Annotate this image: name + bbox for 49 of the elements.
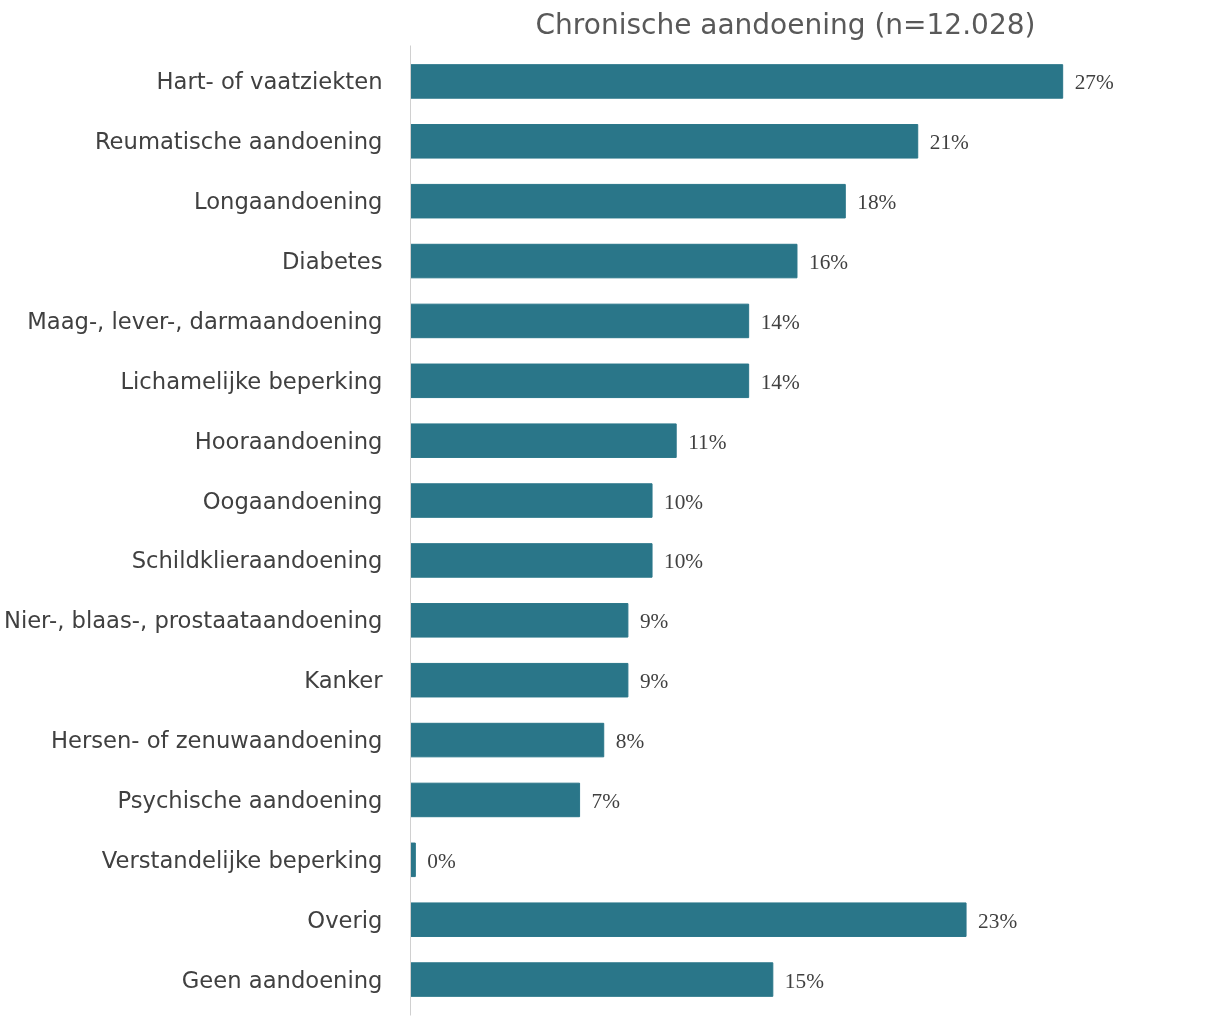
data-label: 10% xyxy=(664,549,704,574)
bar xyxy=(410,603,629,638)
bar xyxy=(410,662,629,698)
y-tick-label: Hart- of vaatziekten xyxy=(156,68,383,95)
bar xyxy=(410,303,750,339)
data-label: 9% xyxy=(639,669,669,694)
y-tick-label: Hooraandoening xyxy=(194,427,383,454)
data-label: 0% xyxy=(427,848,456,873)
data-label: 8% xyxy=(615,729,645,754)
data-label: 14% xyxy=(760,369,800,394)
y-tick-label: Overig xyxy=(307,906,383,933)
y-tick-label: Diabetes xyxy=(281,248,383,275)
bar xyxy=(410,543,653,578)
data-label: 15% xyxy=(784,968,825,993)
data-label: 21% xyxy=(929,130,970,155)
bar xyxy=(410,64,1064,99)
data-label: 7% xyxy=(591,788,621,813)
bar xyxy=(410,962,774,997)
y-tick-label: Lichamelijke beperking xyxy=(120,367,383,394)
bar xyxy=(410,124,919,159)
bar xyxy=(410,722,605,758)
data-label: 27% xyxy=(1074,70,1114,95)
y-tick-label: Oogaandoening xyxy=(202,487,383,514)
y-tick-label: Hersen- of zenuwaandoening xyxy=(50,727,383,754)
y-tick-label: Longaandoening xyxy=(193,188,383,215)
y-tick-label: Nier-, blaas-, prostaataandoening xyxy=(3,607,383,634)
y-tick-label: Schildklieraandoening xyxy=(131,547,383,574)
y-tick-label: Psychische aandoening xyxy=(117,786,383,813)
data-label: 9% xyxy=(639,609,669,634)
data-label: 16% xyxy=(808,250,849,275)
bar xyxy=(410,842,416,878)
y-tick-label: Geen aandoening xyxy=(181,966,383,993)
y-tick-label: Kanker xyxy=(304,667,384,694)
bar xyxy=(410,363,750,399)
data-label: 18% xyxy=(857,190,897,215)
y-tick-label: Reumatische aandoening xyxy=(94,128,383,155)
bar xyxy=(410,782,581,818)
bar xyxy=(410,902,967,937)
data-label: 23% xyxy=(978,908,1018,933)
bar xyxy=(410,183,846,219)
y-tick-label: Maag-, lever-, darmaandoening xyxy=(27,307,383,334)
chart-title: Chronische aandoening (n=12.028) xyxy=(535,7,1036,41)
data-label: 14% xyxy=(760,309,800,334)
data-label: 10% xyxy=(664,489,704,514)
bar xyxy=(410,483,653,518)
bar xyxy=(410,243,798,279)
y-tick-label: Verstandelijke beperking xyxy=(101,846,383,873)
bar xyxy=(410,423,677,458)
data-label: 11% xyxy=(688,429,727,454)
